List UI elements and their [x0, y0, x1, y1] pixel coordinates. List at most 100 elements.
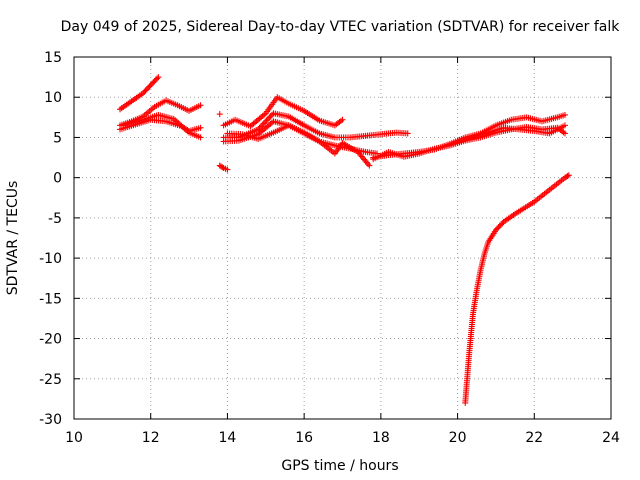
- series-track-m: [454, 122, 568, 145]
- data-point-track-k: [554, 112, 567, 121]
- data-point-track-h: [347, 133, 367, 141]
- data-point-track-i: [362, 148, 379, 157]
- x-tick-label: 16: [295, 430, 313, 446]
- data-point-track-g: [262, 96, 280, 117]
- data-point-track-j: [366, 162, 373, 169]
- data-point-track-l: [416, 146, 436, 157]
- y-tick-label: -10: [39, 251, 62, 267]
- data-point-track-b: [186, 103, 202, 114]
- data-point-track-n: [477, 253, 487, 274]
- data-point-track-n: [464, 353, 472, 382]
- data-point-track-m: [531, 128, 551, 137]
- axis-ticks: [73, 56, 612, 420]
- chart-title: Day 049 of 2025, Sidereal Day-to-day VTE…: [61, 19, 621, 35]
- data-point-track-a: [140, 83, 153, 97]
- data-point-track-g: [316, 117, 336, 128]
- data-point-track-k: [538, 114, 559, 125]
- x-axis-label: GPS time / hours: [281, 458, 398, 474]
- data-point-track-n: [469, 289, 480, 318]
- data-point-track-l: [431, 142, 451, 152]
- series-track-g: [220, 94, 346, 130]
- data-point-track-k: [523, 114, 544, 124]
- data-point-track-n: [512, 199, 536, 217]
- data-point-track-m: [515, 126, 536, 134]
- data-point-track-c: [197, 124, 204, 131]
- data-points: [117, 74, 572, 406]
- data-point-track-l: [561, 130, 568, 137]
- data-point-track-f: [216, 111, 223, 118]
- data-point-track-m: [454, 134, 474, 145]
- data-point-track-j: [301, 130, 321, 144]
- series-track-n: [462, 172, 572, 406]
- y-tick-label: 15: [44, 50, 62, 66]
- y-tick-labels: 15 10 5 0 -5 -10 -15 -20 -25 -30: [39, 50, 62, 428]
- data-point-track-k: [508, 114, 528, 123]
- data-point-track-b: [174, 102, 191, 113]
- data-point-track-g: [232, 116, 252, 129]
- x-tick-label: 24: [602, 430, 620, 446]
- data-point-track-g: [285, 100, 306, 113]
- data-point-track-n: [565, 172, 572, 179]
- series-track-a: [117, 74, 162, 113]
- x-tick-label: 14: [219, 430, 237, 446]
- data-point-track-n: [462, 377, 471, 406]
- data-point-track-m: [485, 125, 505, 136]
- plot-frame: [73, 56, 612, 420]
- data-point-track-h: [404, 130, 411, 137]
- data-point-track-m: [469, 130, 490, 141]
- data-point-track-b: [163, 97, 179, 108]
- data-point-track-n: [531, 188, 551, 205]
- series-track-j: [224, 122, 373, 169]
- x-tick-label: 10: [65, 430, 83, 446]
- data-point-track-m: [561, 122, 568, 129]
- data-point-track-n: [500, 212, 517, 225]
- data-point-track-n: [546, 176, 567, 193]
- y-tick-label: -5: [48, 211, 62, 227]
- data-point-track-j: [285, 122, 306, 136]
- y-tick-label: -30: [39, 412, 62, 428]
- data-point-track-d: [140, 112, 160, 123]
- data-point-track-n: [481, 241, 491, 258]
- data-point-track-j: [270, 123, 290, 136]
- data-point-track-h: [377, 129, 398, 138]
- data-point-track-g: [274, 94, 290, 106]
- data-point-track-g: [339, 116, 346, 123]
- y-tick-label: -15: [39, 291, 62, 307]
- data-point-track-h: [362, 131, 382, 139]
- data-point-track-n: [467, 313, 476, 338]
- data-point-track-h: [301, 122, 321, 136]
- y-tick-label: 0: [53, 171, 62, 187]
- data-point-track-g: [301, 107, 321, 123]
- x-tick-label: 20: [449, 430, 467, 446]
- data-point-track-g: [220, 117, 237, 129]
- data-point-track-n: [473, 269, 484, 294]
- data-point-track-j: [239, 131, 260, 142]
- data-point-track-n: [485, 228, 498, 246]
- data-point-track-b: [197, 102, 204, 109]
- data-point-track-j: [339, 140, 360, 154]
- y-tick-label: -25: [39, 372, 62, 388]
- grid-lines: [74, 57, 611, 419]
- data-point-track-c: [163, 118, 183, 129]
- data-point-track-h: [393, 129, 409, 137]
- x-tick-labels: 10 12 14 16 18 20 22 24: [65, 430, 620, 446]
- data-point-track-a: [147, 75, 161, 89]
- data-point-track-j: [255, 130, 275, 143]
- data-point-track-b: [140, 105, 156, 120]
- series-track-f: [216, 111, 223, 118]
- data-point-track-a: [155, 74, 162, 81]
- x-tick-label: 22: [525, 430, 543, 446]
- series-track-e: [216, 162, 231, 173]
- data-point-track-g: [331, 117, 344, 129]
- data-point-track-l: [370, 149, 390, 163]
- data-point-track-d: [120, 117, 145, 129]
- data-point-track-j: [354, 148, 372, 168]
- y-tick-label: -20: [39, 332, 62, 348]
- data-point-track-e: [224, 166, 231, 173]
- data-point-track-h: [270, 110, 290, 120]
- data-point-track-k: [561, 111, 568, 118]
- data-point-track-n: [466, 333, 474, 358]
- series-track-d: [120, 111, 204, 141]
- data-point-track-d: [186, 129, 202, 140]
